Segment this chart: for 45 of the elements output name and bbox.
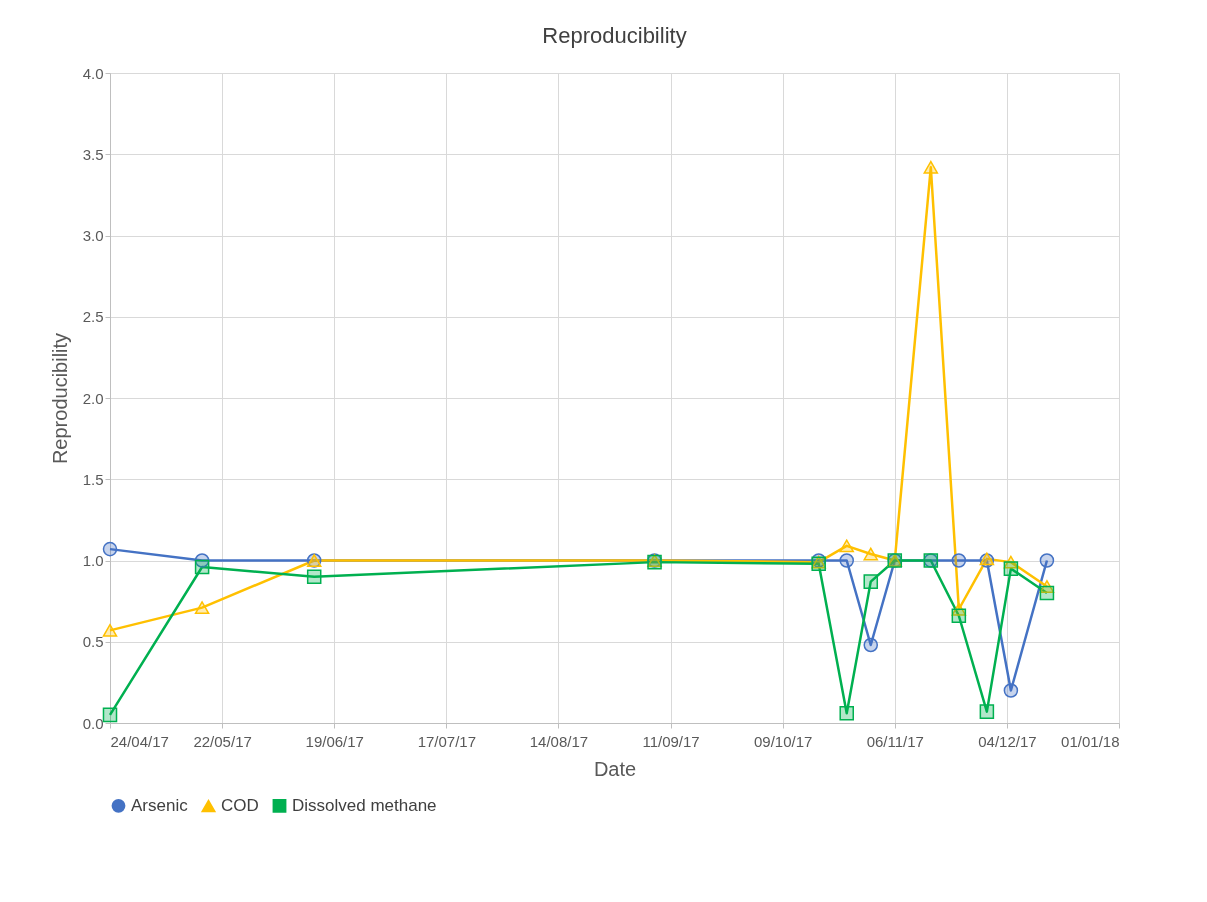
legend-label: COD: [221, 796, 259, 816]
point: [1003, 561, 1019, 576]
point: [102, 541, 118, 557]
point: [102, 707, 118, 723]
x-tick-label: 11/09/17: [642, 732, 700, 750]
point: [863, 637, 879, 653]
point: [839, 705, 854, 721]
y-axis-title: Reproducibility: [48, 332, 71, 465]
x-tick-label: 04/12/17: [978, 732, 1037, 750]
point: [194, 559, 210, 575]
y-tick-label: 1.5: [82, 470, 104, 488]
x-tick-label: 19/06/17: [305, 732, 364, 750]
y-tick-label: 1.0: [82, 552, 104, 569]
point: [1003, 683, 1019, 698]
point: [863, 574, 879, 589]
x-axis-title: Date: [593, 757, 637, 780]
point: [951, 553, 967, 568]
point: [306, 569, 322, 585]
x-tick-label: 22/05/17: [193, 732, 252, 750]
point: [863, 547, 879, 561]
x-tick-label: 14/08/17: [529, 732, 589, 750]
y-tick-label: 3.0: [82, 227, 104, 244]
y-tick-label: 0.5: [82, 633, 104, 651]
legend-label: Arsenic: [131, 795, 189, 815]
point: [194, 601, 210, 615]
legend-label: Dissolved methane: [292, 795, 437, 815]
point: [102, 623, 118, 637]
x-tick-label: 24/04/17: [110, 732, 169, 750]
point: [839, 553, 854, 568]
point: [951, 608, 967, 624]
x-tick-label: 06/11/17: [866, 732, 924, 750]
x-tick-label: 01/01/18: [1061, 732, 1120, 750]
chart-title: Reproducibility: [542, 23, 687, 48]
x-tick-label: 09/10/17: [753, 732, 813, 750]
point: [923, 160, 939, 174]
point: [979, 704, 995, 719]
point: [1039, 553, 1055, 568]
y-tick-label: 3.5: [82, 145, 104, 163]
y-tick-label: 4.0: [82, 64, 104, 82]
point: [839, 539, 854, 553]
y-tick-label: 0.0: [82, 714, 104, 732]
y-tick-label: 2.0: [82, 389, 104, 407]
y-tick-label: 2.5: [82, 308, 104, 326]
x-tick-label: 17/07/17: [417, 732, 477, 750]
point: [1039, 585, 1055, 601]
